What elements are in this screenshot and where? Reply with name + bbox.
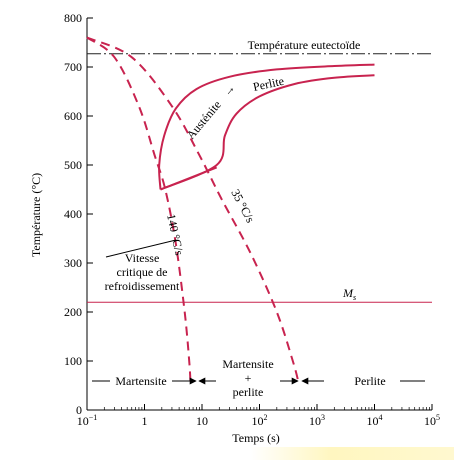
perlite-curve-label: Perlite bbox=[252, 74, 286, 94]
transformation-start-curve bbox=[158, 63, 375, 190]
x-tick-label: 10 bbox=[196, 414, 208, 428]
austenite-perlite-label: Austénite→ bbox=[184, 81, 238, 142]
y-axis-title: Température (°C) bbox=[29, 173, 43, 257]
cooling-curve-140 bbox=[86, 36, 192, 384]
x-tick-label: 10−1 bbox=[77, 413, 98, 428]
vitesse-label-line1: Vitesse bbox=[125, 251, 160, 265]
y-tick-label: 0 bbox=[76, 403, 82, 417]
x-tick-label: 103 bbox=[309, 413, 325, 428]
y-tick-label: 400 bbox=[64, 207, 82, 221]
arrow-glyph: → bbox=[220, 81, 238, 99]
perlite-region-label: Perlite bbox=[354, 374, 385, 388]
cooling-curve-35 bbox=[86, 36, 300, 384]
y-tick-label: 100 bbox=[64, 354, 82, 368]
x-axis-title: Temps (s) bbox=[232, 431, 279, 445]
eutectoid-label: Température eutectoïde bbox=[248, 38, 361, 52]
mixed-label-line3: perlite bbox=[233, 385, 264, 399]
y-tick-label: 300 bbox=[64, 256, 82, 270]
y-tick-label: 800 bbox=[64, 11, 82, 25]
x-tick-label: 104 bbox=[367, 413, 383, 428]
x-tick-label: 102 bbox=[252, 413, 268, 428]
mixed-label-line2: + bbox=[245, 371, 252, 385]
y-tick-label: 700 bbox=[64, 60, 82, 74]
ms-label: Ms bbox=[342, 286, 356, 302]
transformation-finish-curve bbox=[160, 74, 375, 191]
vitesse-pointer-line bbox=[105, 239, 177, 258]
austenite-label: Austénite bbox=[184, 98, 224, 142]
x-tick-label: 1 bbox=[142, 414, 148, 428]
y-tick-label: 500 bbox=[64, 158, 82, 172]
mixed-label-line1: Martensite bbox=[222, 357, 273, 371]
decorative-glow bbox=[250, 447, 454, 460]
cooling-rate-label-140: 140 °C/s bbox=[164, 213, 186, 257]
vitesse-label-line2: critique de bbox=[117, 265, 168, 279]
vitesse-label-line3: refroidissement bbox=[105, 279, 180, 293]
y-tick-label: 600 bbox=[64, 109, 82, 123]
x-tick-label: 105 bbox=[424, 413, 440, 428]
martensite-label: Martensite bbox=[115, 374, 166, 388]
y-tick-label: 200 bbox=[64, 305, 82, 319]
